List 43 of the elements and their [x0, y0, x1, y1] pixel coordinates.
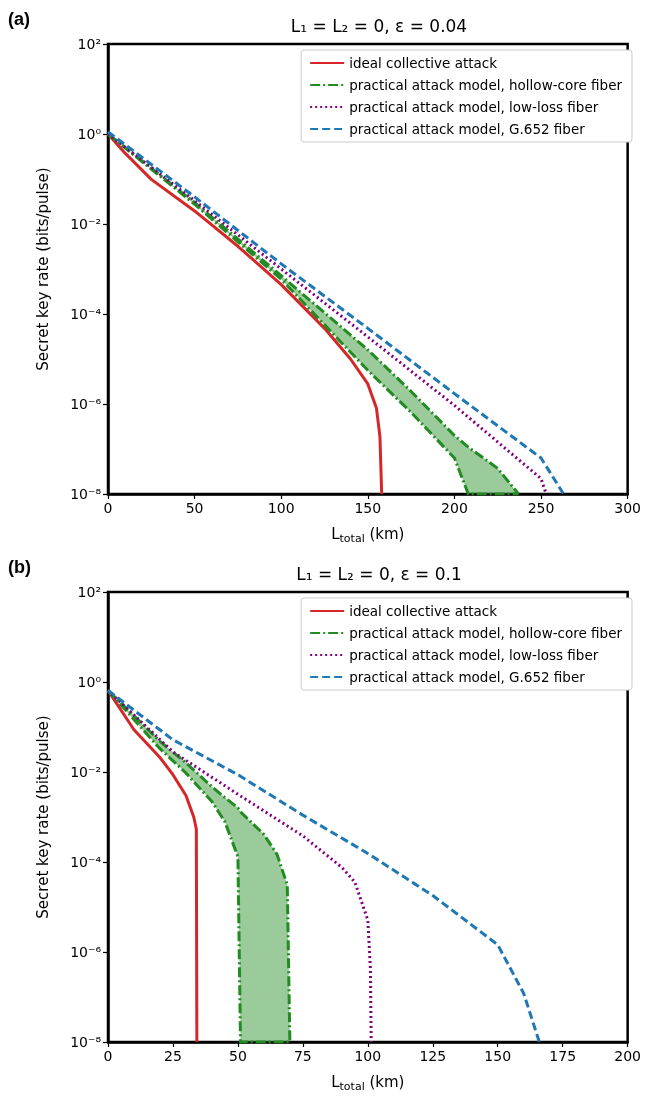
y-tick-label: 10⁻⁶ — [70, 396, 102, 412]
y-tick-label: 10⁻⁸ — [70, 1034, 102, 1050]
legend-label: ideal collective attack — [349, 55, 498, 71]
y-tick-label: 10² — [77, 36, 101, 52]
chart-title: L₁ = L₂ = 0, ε = 0.1 — [296, 563, 462, 584]
legend-label: practical attack model, low-loss fiber — [349, 647, 599, 663]
y-tick-label: 10⁻⁸ — [70, 486, 102, 502]
chart-title: L₁ = L₂ = 0, ε = 0.04 — [290, 15, 468, 36]
x-tick-label: 75 — [293, 1048, 312, 1064]
x-tick-label: 175 — [549, 1048, 577, 1064]
x-tick-label: 200 — [614, 1048, 642, 1064]
y-tick-label: 10⁻² — [70, 764, 101, 780]
legend-label: practical attack model, G.652 fiber — [349, 121, 586, 137]
text: (b) — [8, 557, 31, 577]
x-tick-label: 50 — [229, 1048, 247, 1064]
x-tick-label: 125 — [419, 1048, 447, 1064]
y-tick-label: 10⁰ — [77, 126, 102, 142]
text: (a) — [8, 9, 30, 29]
y-axis-title: Secret key rate (bits/pulse) — [33, 715, 52, 919]
y-tick-label: 10⁰ — [77, 674, 102, 690]
y-axis-title: Secret key rate (bits/pulse) — [33, 167, 52, 371]
x-tick-label: 0 — [103, 500, 113, 516]
y-tick-label: 10⁻⁴ — [70, 306, 102, 322]
legend-label: practical attack model, G.652 fiber — [349, 669, 586, 685]
x-tick-label: 200 — [441, 500, 468, 516]
x-tick-label: 0 — [103, 1048, 113, 1064]
x-tick-label: 150 — [484, 1048, 512, 1064]
legend-label: practical attack model, hollow-core fiber — [349, 77, 623, 93]
legend-label: practical attack model, hollow-core fiber — [349, 625, 623, 641]
y-tick-label: 10⁻² — [70, 216, 101, 232]
x-tick-label: 50 — [185, 500, 204, 516]
legend-label: ideal collective attack — [349, 603, 498, 619]
legend-label: practical attack model, low-loss fiber — [349, 99, 599, 115]
x-tick-label: 300 — [614, 500, 642, 516]
line-series — [106, 688, 541, 1044]
x-tick-label: 25 — [164, 1048, 182, 1064]
y-tick-label: 10⁻⁶ — [70, 944, 102, 960]
x-tick-label: 100 — [267, 500, 295, 516]
x-tick-label: 100 — [354, 1048, 382, 1064]
x-tick-label: 250 — [527, 500, 555, 516]
y-tick-label: 10² — [77, 584, 101, 600]
y-tick-label: 10⁻⁴ — [70, 854, 102, 870]
x-tick-label: 150 — [354, 500, 382, 516]
